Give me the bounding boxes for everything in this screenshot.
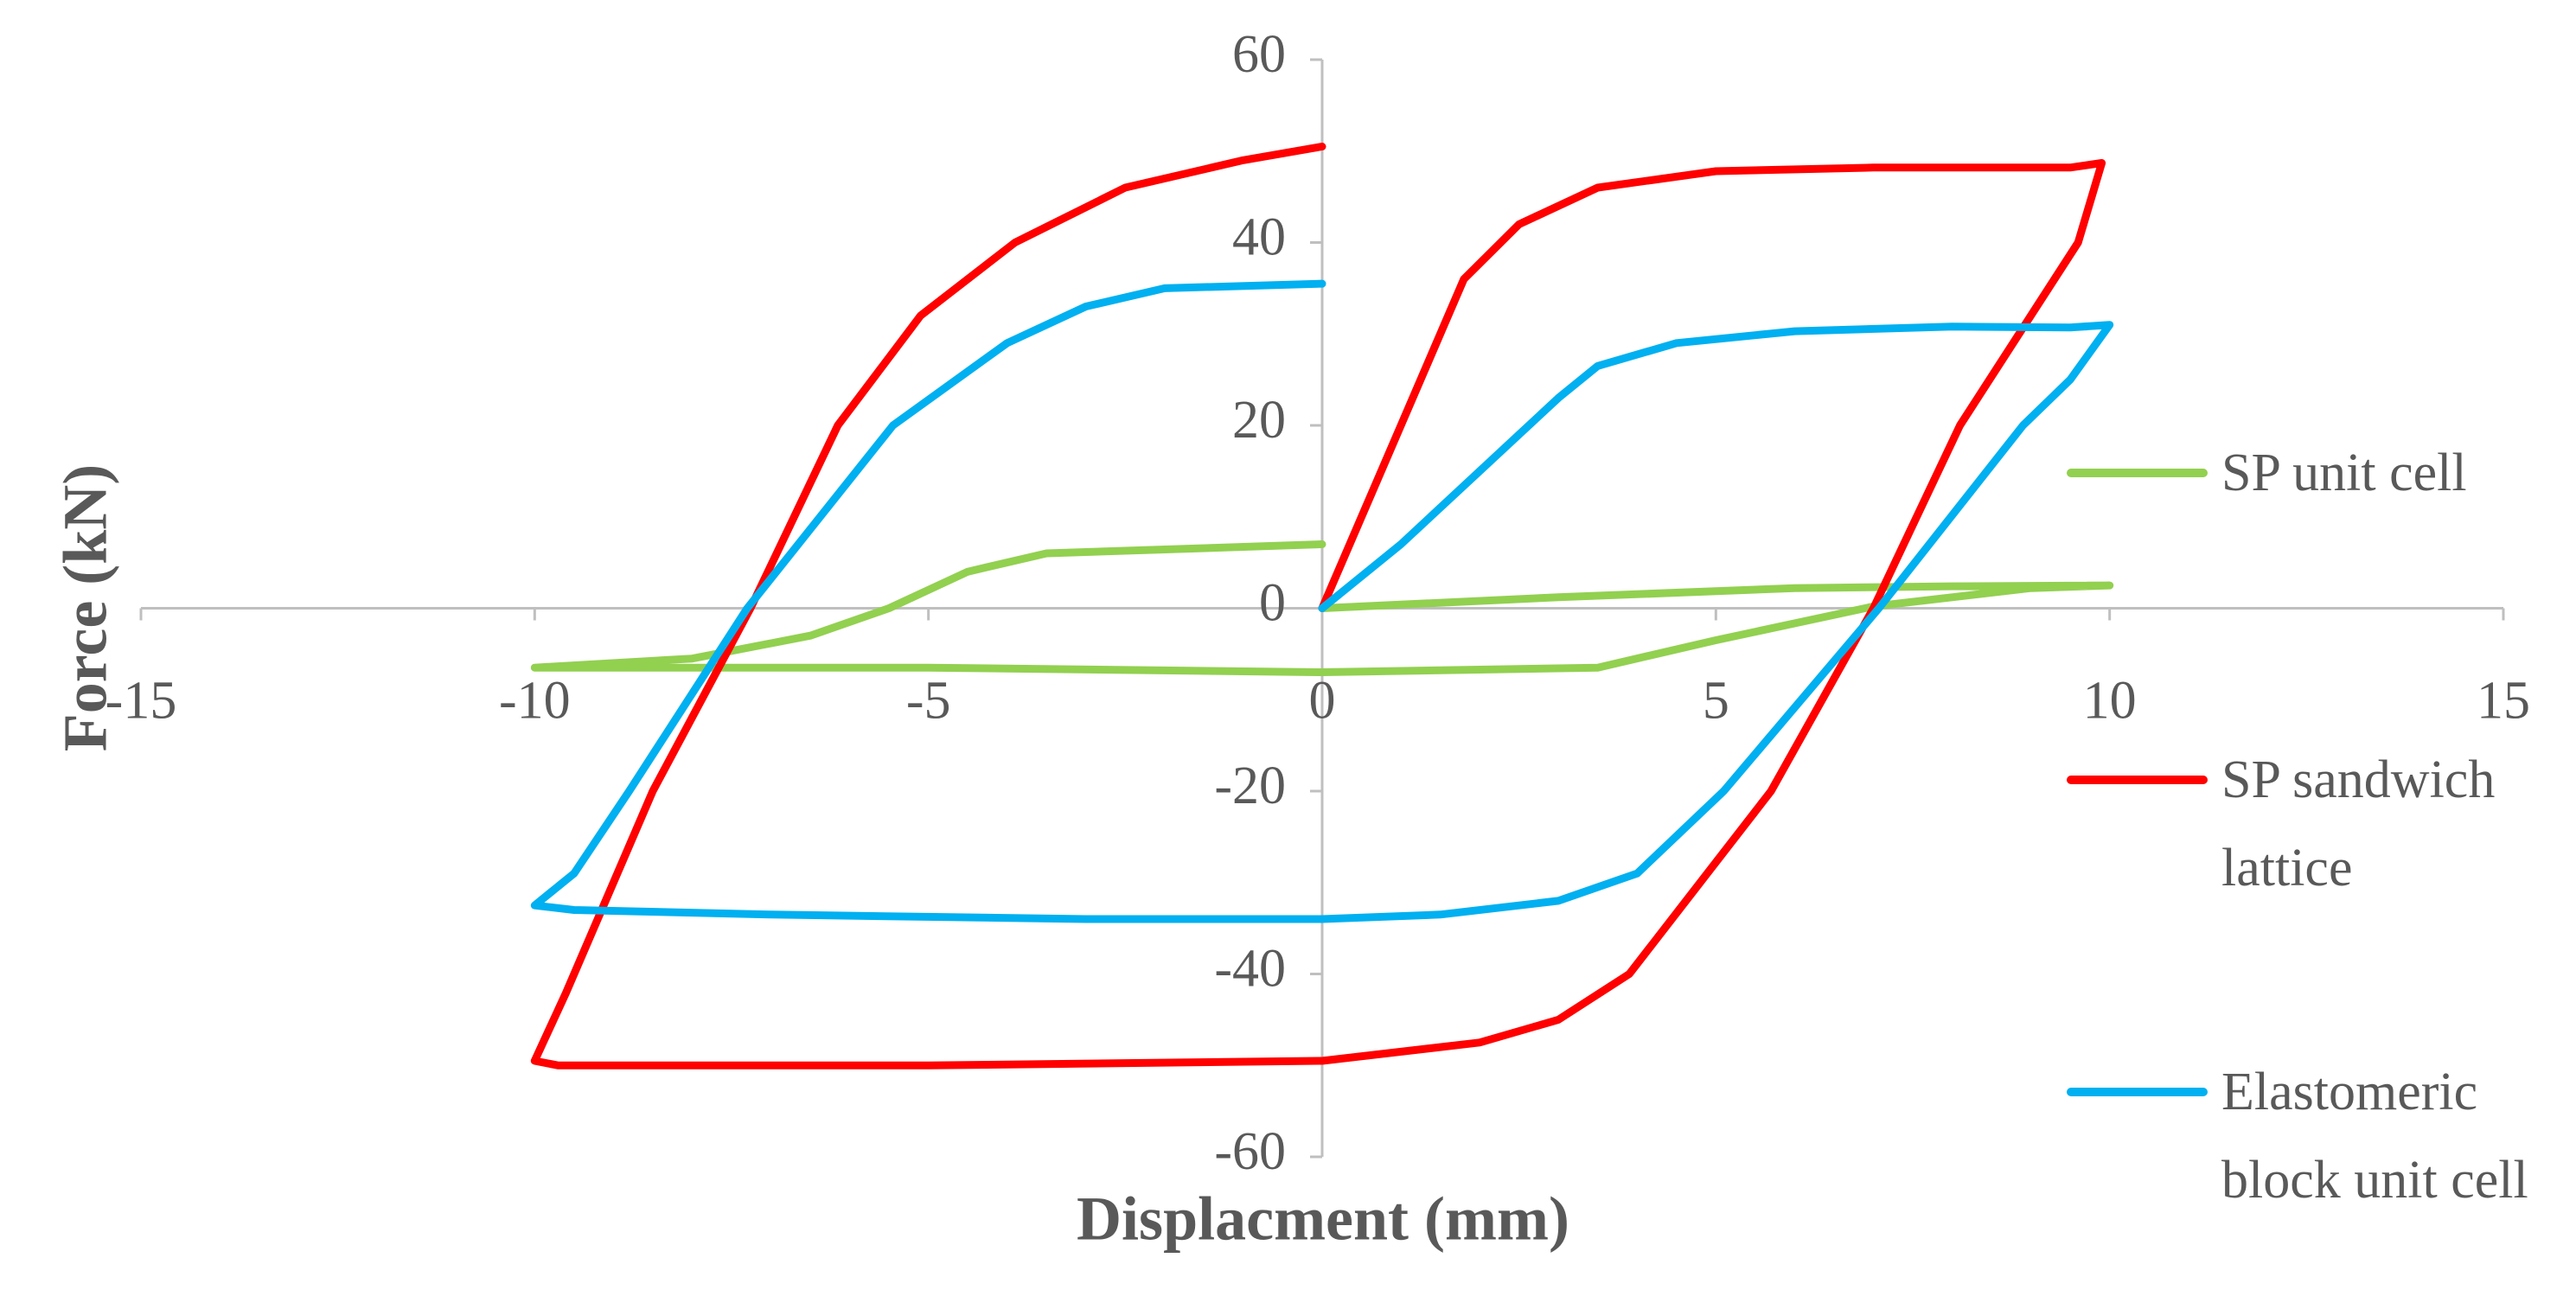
series-line xyxy=(530,540,2114,676)
x-tick-label: -15 xyxy=(105,672,177,731)
y-tick-label: -40 xyxy=(1214,940,1286,999)
legend-swatch xyxy=(2067,776,2208,784)
legend-label: Elastomeric block unit cell xyxy=(2221,1063,2528,1210)
y-axis-title: Force (kN) xyxy=(51,464,120,752)
x-tick-label: -10 xyxy=(499,672,571,731)
x-tick-label: 10 xyxy=(2083,672,2137,731)
y-tick-label: 20 xyxy=(1232,391,1286,450)
legend-swatch xyxy=(2067,469,2208,477)
legend-item: SP unit cell xyxy=(2067,429,2568,517)
legend-swatch xyxy=(2067,1088,2208,1096)
legend-label: SP unit cell xyxy=(2221,444,2467,502)
legend-item: Elastomeric block unit cell xyxy=(2067,1048,2568,1224)
x-tick-label: 0 xyxy=(1309,672,1336,731)
legend-label: SP sandwich lattice xyxy=(2221,750,2496,897)
x-tick-label: 5 xyxy=(1703,672,1729,731)
legend-item: SP sandwich lattice xyxy=(2067,736,2568,912)
series-line xyxy=(530,143,2106,1070)
y-tick-label: -20 xyxy=(1214,757,1286,815)
y-tick-label: -60 xyxy=(1214,1122,1286,1181)
x-tick-label: -5 xyxy=(906,672,951,731)
x-axis-title: Displacment (mm) xyxy=(1077,1184,1569,1254)
series-line xyxy=(530,279,2114,923)
y-tick-label: 0 xyxy=(1259,574,1286,633)
x-tick-label: 15 xyxy=(2477,672,2530,731)
y-tick-label: 40 xyxy=(1232,208,1286,267)
y-tick-label: 60 xyxy=(1232,25,1286,84)
